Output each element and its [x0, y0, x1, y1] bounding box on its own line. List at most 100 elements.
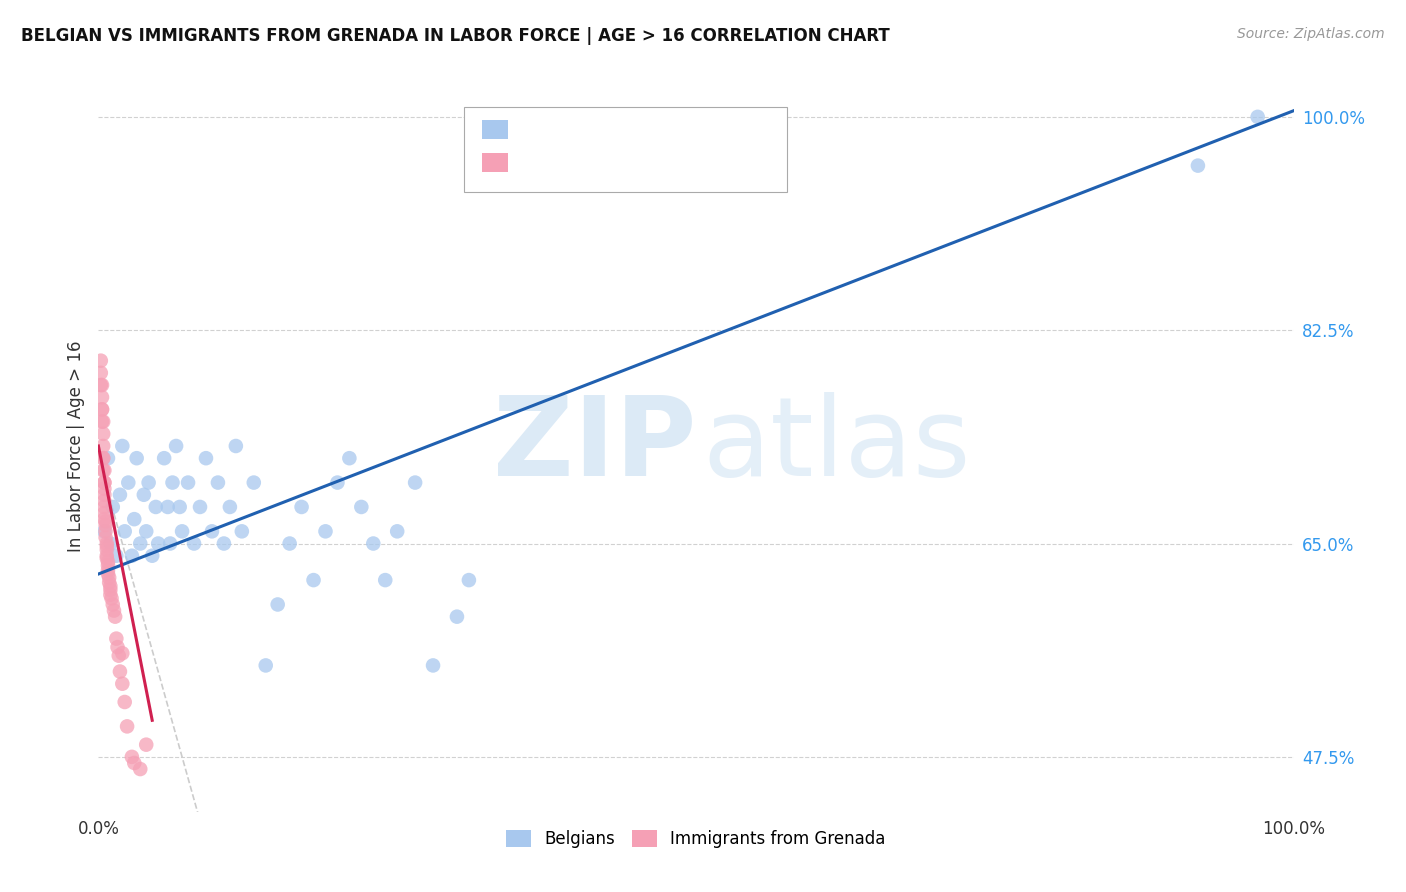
Point — [177, 475, 200, 490]
Point — [117, 475, 139, 490]
Point — [91, 415, 114, 429]
Point — [1247, 110, 1270, 124]
Point — [91, 402, 114, 417]
Point — [446, 609, 468, 624]
Point — [363, 536, 385, 550]
Point — [153, 451, 176, 466]
Point — [90, 353, 112, 368]
Point — [108, 488, 131, 502]
Point — [97, 451, 120, 466]
Point — [98, 575, 121, 590]
Text: N =: N = — [633, 120, 664, 138]
Point — [111, 439, 134, 453]
Point — [302, 573, 325, 587]
Point — [91, 378, 114, 392]
Point — [93, 463, 115, 477]
Point — [254, 658, 277, 673]
Point — [243, 475, 266, 490]
Point — [91, 451, 114, 466]
Point — [145, 500, 167, 514]
Point — [165, 439, 187, 453]
Point — [225, 439, 247, 453]
Point — [129, 536, 152, 550]
Point — [94, 530, 117, 544]
Point — [96, 536, 118, 550]
Point — [339, 451, 361, 466]
Point — [291, 500, 314, 514]
Text: 0.661: 0.661 — [567, 120, 619, 138]
Point — [114, 524, 136, 539]
Point — [135, 524, 157, 539]
Point — [93, 488, 115, 502]
Legend: Belgians, Immigrants from Grenada: Belgians, Immigrants from Grenada — [499, 823, 893, 855]
Point — [91, 439, 114, 453]
Text: N =: N = — [633, 153, 664, 171]
Point — [138, 475, 160, 490]
Point — [100, 591, 122, 606]
Text: Source: ZipAtlas.com: Source: ZipAtlas.com — [1237, 27, 1385, 41]
Point — [201, 524, 224, 539]
Point — [219, 500, 242, 514]
Point — [124, 512, 146, 526]
Point — [207, 475, 229, 490]
Point — [94, 515, 117, 529]
Point — [96, 542, 118, 557]
Point — [159, 536, 181, 550]
Point — [105, 549, 128, 563]
Point — [129, 762, 152, 776]
Point — [91, 390, 114, 404]
Point — [90, 366, 112, 380]
Point — [114, 695, 136, 709]
Point — [107, 640, 129, 655]
Point — [278, 536, 301, 550]
Point — [103, 604, 125, 618]
Point — [315, 524, 337, 539]
Point — [125, 451, 148, 466]
Point — [97, 563, 120, 577]
Point — [90, 378, 112, 392]
Point — [183, 536, 205, 550]
Point — [111, 677, 134, 691]
Point — [195, 451, 218, 466]
Point — [135, 738, 157, 752]
Text: 55: 55 — [682, 120, 704, 138]
Point — [97, 558, 120, 573]
Point — [374, 573, 396, 587]
Point — [93, 512, 115, 526]
Text: -0.414: -0.414 — [567, 153, 626, 171]
Point — [94, 524, 117, 539]
Point — [162, 475, 184, 490]
Point — [91, 463, 114, 477]
Text: R =: R = — [516, 153, 547, 171]
Point — [107, 648, 129, 663]
Point — [111, 646, 134, 660]
Text: 57: 57 — [682, 153, 704, 171]
Point — [132, 488, 155, 502]
Point — [148, 536, 170, 550]
Point — [93, 475, 115, 490]
Point — [93, 494, 115, 508]
Point — [458, 573, 481, 587]
Point — [121, 749, 143, 764]
Text: ZIP: ZIP — [492, 392, 696, 500]
Point — [105, 632, 128, 646]
Point — [98, 579, 122, 593]
Point — [96, 551, 118, 566]
Point — [91, 451, 114, 466]
Point — [188, 500, 211, 514]
Point — [93, 500, 115, 514]
Point — [98, 588, 122, 602]
Point — [121, 549, 143, 563]
Point — [156, 500, 179, 514]
Text: R =: R = — [516, 120, 547, 138]
Point — [97, 555, 120, 569]
Point — [97, 567, 120, 582]
Point — [91, 402, 114, 417]
Point — [93, 524, 115, 539]
Point — [1187, 159, 1209, 173]
Point — [98, 571, 121, 585]
Point — [98, 536, 122, 550]
Point — [385, 524, 409, 539]
Point — [212, 536, 235, 550]
Point — [350, 500, 373, 514]
